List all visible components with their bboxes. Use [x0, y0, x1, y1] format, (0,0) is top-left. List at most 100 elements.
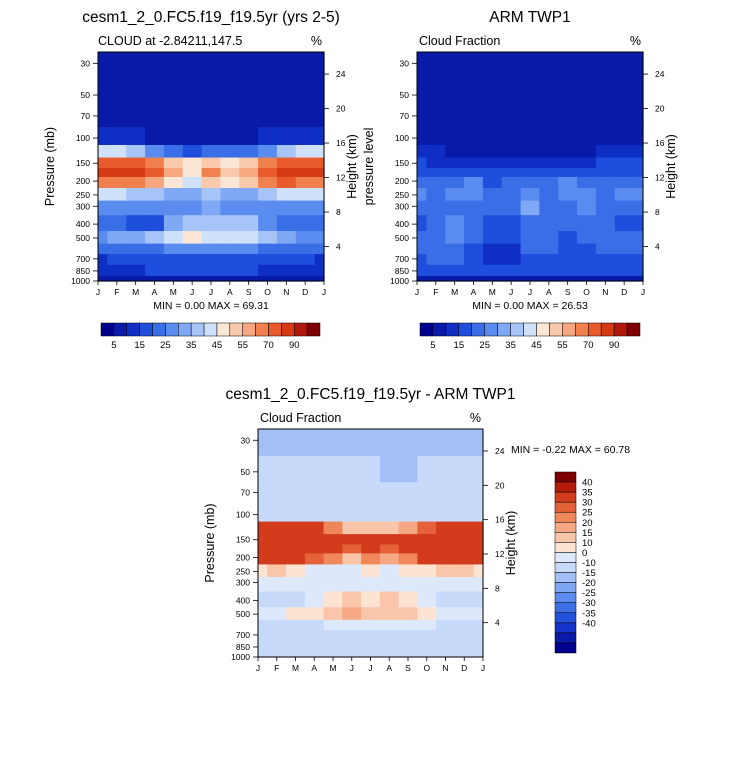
contour-cell [295, 105, 316, 128]
month-tick-label: F [274, 663, 279, 673]
pressure-tick-label: 70 [241, 488, 251, 498]
colorbar-box [178, 322, 192, 337]
colorbar-label: -10 [582, 558, 596, 569]
contour-cell [558, 157, 578, 169]
contour-cell [417, 576, 437, 593]
contour-cell [361, 553, 381, 566]
contour-cell [98, 275, 109, 282]
pressure-tick-label: 200 [76, 176, 90, 186]
contour-cell [239, 79, 259, 107]
contour-cell [398, 534, 418, 546]
height-tick-label: 20 [495, 480, 505, 490]
contour-cell [454, 607, 475, 621]
contour-cell [258, 576, 268, 593]
month-tick-label: A [227, 287, 233, 297]
contour-cell [595, 157, 616, 169]
contour-cell [163, 79, 184, 107]
contour-cell [361, 630, 381, 642]
contour-cell [342, 429, 362, 457]
contour-cell [295, 52, 316, 80]
contour-cell [464, 254, 484, 266]
contour-cell [473, 521, 484, 535]
contour-cell [501, 176, 522, 189]
contour-cell [501, 126, 522, 146]
contour-cell [520, 52, 541, 80]
contour-cell [201, 215, 222, 232]
colorbar-box [293, 322, 308, 337]
contour-cell [558, 52, 578, 80]
contour-cell [342, 564, 362, 578]
colorbar-label: 55 [557, 340, 568, 351]
contour-cell [107, 176, 127, 189]
height-tick-label: 12 [495, 549, 505, 559]
contour-cell [595, 264, 616, 277]
contour-cell [558, 79, 578, 107]
colorbar-box [554, 532, 577, 543]
contour-cell [258, 168, 278, 178]
contour-cell [454, 630, 475, 642]
contour-cell [539, 254, 559, 266]
colorbar-box [203, 322, 218, 337]
contour-cell [201, 275, 222, 282]
contour-cell [539, 79, 559, 107]
contour-cell [633, 157, 644, 169]
contour-cell [239, 275, 259, 282]
contour-cell [107, 215, 127, 232]
contour-cell [436, 521, 456, 535]
contour-cell [436, 607, 456, 621]
contour-cell [267, 651, 287, 658]
contour-cell [304, 456, 325, 483]
y-axis-label: Pressure (mb) [203, 503, 217, 582]
colorbar-label: 90 [609, 340, 620, 351]
contour-cell [163, 144, 184, 159]
contour-cell [520, 176, 541, 189]
contour-cell [398, 521, 418, 535]
pressure-tick-label: 30 [81, 58, 91, 68]
contour-cell [361, 564, 381, 578]
contour-cell [201, 126, 222, 146]
contour-cell [473, 651, 484, 658]
colorbar: 5 15 25 35 45 55 70 90 [100, 322, 321, 351]
colorbar-box [419, 322, 434, 337]
colorbar-label: 35 [505, 340, 516, 351]
month-tick-label: N [442, 663, 448, 673]
contour-cell [220, 144, 240, 159]
colorbar-box [562, 322, 576, 337]
contour-cell [267, 544, 287, 554]
colorbar-label: 45 [212, 340, 223, 351]
contour-cell [501, 168, 522, 178]
contour-cell [595, 176, 616, 189]
contour-cell [314, 144, 325, 159]
contour-cell [501, 264, 522, 277]
contour-cell [595, 52, 616, 80]
contour-cell [286, 544, 306, 554]
contour-cell [201, 157, 222, 169]
contour-cell [577, 264, 597, 277]
height-tick-label: 24 [495, 446, 505, 456]
contour-cell [286, 630, 306, 642]
contour-cell [464, 126, 484, 146]
contour-cell [107, 52, 127, 80]
contour-cell [595, 254, 616, 266]
colorbar-box [554, 522, 577, 533]
contour-cell [220, 176, 240, 189]
height-tick-label: 12 [336, 173, 346, 183]
colorbar-box [216, 322, 231, 337]
contour-cell [182, 52, 203, 80]
pressure-tick-label: 300 [76, 201, 90, 211]
contour-cell [145, 231, 165, 245]
contour-cell [595, 188, 616, 202]
contour-cell [473, 503, 484, 523]
height-tick-label: 8 [336, 207, 341, 217]
pressure-tick-label: 150 [395, 158, 409, 168]
contour-cell [98, 105, 109, 128]
contour-cell [473, 456, 484, 483]
contour-cell [220, 275, 240, 282]
contour-cell [539, 168, 559, 178]
contour-cell [454, 651, 475, 658]
contour-cell [577, 52, 597, 80]
contour-cell [417, 275, 428, 282]
contour-cell [145, 105, 165, 128]
contour-cell [323, 640, 343, 653]
contour-cell [361, 640, 381, 653]
